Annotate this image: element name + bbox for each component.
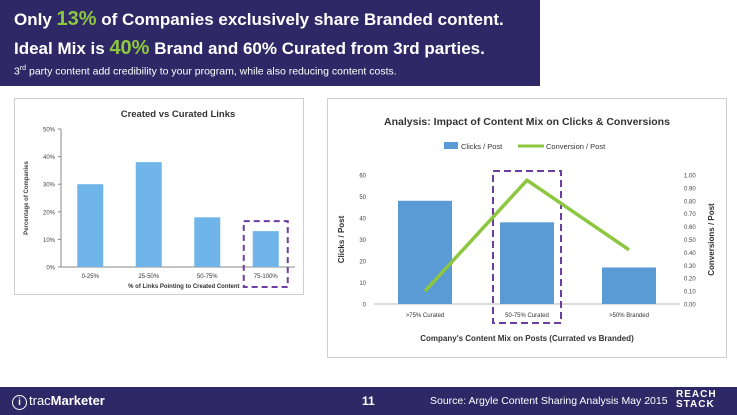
headline-2-text: Ideal Mix is bbox=[14, 39, 110, 58]
page-number: 11 bbox=[362, 394, 375, 408]
y2-tick-label: 0.40 bbox=[684, 251, 696, 257]
headline-1-percent: 13% bbox=[56, 8, 97, 30]
reachstack-logo: REACH STACK bbox=[676, 390, 717, 410]
headline-1-rest: of Companies exclusively share Branded c… bbox=[96, 10, 504, 29]
header-banner: Only 13% of Companies exclusively share … bbox=[0, 0, 540, 86]
y2-axis-label: Conversions / Post bbox=[707, 203, 716, 276]
y-tick-label: 20 bbox=[359, 260, 366, 266]
chart-title: Created vs Curated Links bbox=[121, 109, 236, 120]
itrac-icon: i bbox=[12, 395, 27, 410]
y-tick-label: 40% bbox=[43, 155, 56, 161]
x-axis-label: Company's Content Mix on Posts (Currated… bbox=[420, 334, 634, 343]
logo-prefix: trac bbox=[29, 393, 51, 408]
y-tick-label: 50% bbox=[43, 128, 56, 134]
content-mix-impact-chart: Analysis: Impact of Content Mix on Click… bbox=[337, 116, 716, 343]
x-tick-label: 50-75% Curated bbox=[505, 313, 549, 319]
x-tick-label: 25-50% bbox=[138, 274, 159, 280]
x-tick-label: 50-75% bbox=[197, 274, 218, 280]
y-axis-label: Percentage of Companies bbox=[24, 160, 30, 234]
headline-2-percent: 40% bbox=[109, 37, 150, 59]
bar bbox=[194, 217, 221, 267]
reachstack-line-1: REACH bbox=[676, 389, 717, 400]
y2-tick-label: 0.50 bbox=[684, 238, 696, 244]
y-tick-label: 30% bbox=[43, 183, 56, 189]
y-tick-label: 0% bbox=[46, 266, 55, 272]
itracmarketer-logo: i tracMarketer bbox=[12, 393, 105, 410]
conversion-line bbox=[423, 178, 630, 293]
headline-2-rest: Brand and 60% Curated from 3rd parties. bbox=[149, 39, 485, 58]
headline-line-1: Only 13% of Companies exclusively share … bbox=[14, 8, 504, 31]
y-tick-label: 60 bbox=[359, 174, 366, 180]
logo-name: Marketer bbox=[50, 393, 105, 408]
chart-title: Analysis: Impact of Content Mix on Click… bbox=[384, 116, 670, 128]
x-tick-label: 75-100% bbox=[254, 274, 279, 280]
source-note: Source: Argyle Content Sharing Analysis … bbox=[430, 395, 668, 407]
y-tick-label: 0 bbox=[363, 303, 367, 309]
legend-label-conversion: Conversion / Post bbox=[546, 142, 606, 151]
left-chart-panel: Created vs Curated Links 0% 10% 20% 30% 40% 50… bbox=[14, 98, 304, 295]
y-tick-label: 40 bbox=[359, 217, 366, 223]
subheadline-ordinal: rd bbox=[19, 65, 27, 72]
reachstack-line-2: STACK bbox=[676, 399, 715, 410]
right-chart-panel: Analysis: Impact of Content Mix on Click… bbox=[327, 98, 727, 358]
legend-label-clicks: Clicks / Post bbox=[461, 142, 503, 151]
subheadline: 3rd party content add credibility to you… bbox=[14, 65, 397, 78]
y2-tick-label: 0.60 bbox=[684, 225, 696, 231]
y2-tick-label: 0.90 bbox=[684, 186, 696, 192]
y2-tick-label: 0.20 bbox=[684, 277, 696, 283]
x-tick-label: 0-25% bbox=[82, 274, 100, 280]
y-tick-label: 50 bbox=[359, 195, 366, 201]
highlight-box bbox=[242, 220, 289, 288]
y2-tick-label: 0.10 bbox=[684, 290, 696, 296]
y-tick-label: 10% bbox=[43, 238, 56, 244]
headline-1-text: Only bbox=[14, 10, 57, 29]
y2-tick-label: 0.30 bbox=[684, 264, 696, 270]
y-tick-label: 20% bbox=[43, 210, 56, 216]
bar bbox=[252, 231, 279, 267]
bar bbox=[500, 222, 554, 304]
footer-bar: i tracMarketer 11 Source: Argyle Content … bbox=[0, 387, 737, 415]
x-axis-label: % of Links Pointing to Created Content bbox=[128, 284, 239, 290]
highlight-box bbox=[492, 170, 562, 324]
y2-tick-label: 0.80 bbox=[684, 199, 696, 205]
bar bbox=[398, 200, 452, 304]
subheadline-text: party content add credibility to your pr… bbox=[26, 65, 397, 78]
y-tick-label: 10 bbox=[359, 281, 366, 287]
y2-tick-label: 0.00 bbox=[684, 303, 696, 309]
legend-swatch-clicks bbox=[444, 142, 458, 149]
bar bbox=[602, 267, 656, 304]
y2-tick-label: 1.00 bbox=[684, 174, 696, 180]
created-vs-curated-chart: Created vs Curated Links 0% 10% 20% 30% 40% 50… bbox=[24, 109, 295, 290]
subheadline-number: 3 bbox=[14, 65, 20, 78]
bar bbox=[135, 162, 162, 267]
y2-tick-label: 0.70 bbox=[684, 212, 696, 218]
y-axis-label: Clicks / Post bbox=[337, 215, 346, 263]
y-tick-label: 30 bbox=[359, 238, 366, 244]
headline-line-2: Ideal Mix is 40% Brand and 60% Curated f… bbox=[14, 37, 485, 60]
x-tick-label: >50% Branded bbox=[609, 313, 649, 319]
x-tick-label: >75% Curated bbox=[406, 313, 445, 319]
bar bbox=[77, 184, 104, 267]
